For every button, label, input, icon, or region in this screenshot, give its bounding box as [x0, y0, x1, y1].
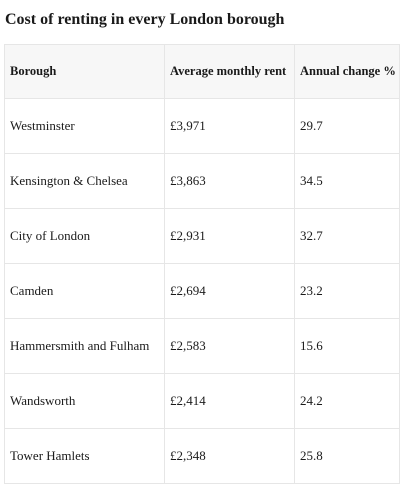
table-row: Hammersmith and Fulham £2,583 15.6: [4, 318, 400, 374]
column-header-average-monthly-rent: Average monthly rent: [164, 44, 295, 99]
page-title: Cost of renting in every London borough: [5, 11, 285, 28]
borough-cell: Tower Hamlets: [4, 428, 165, 484]
table-row: Camden £2,694 23.2: [4, 263, 400, 319]
borough-cell: Camden: [4, 263, 165, 319]
rent-cell: £3,971: [164, 98, 295, 154]
change-cell: 24.2: [294, 373, 400, 429]
table-row: Wandsworth £2,414 24.2: [4, 373, 400, 429]
change-cell: 15.6: [294, 318, 400, 374]
rent-cell: £2,583: [164, 318, 295, 374]
borough-cell: Kensington & Chelsea: [4, 153, 165, 209]
rent-table: Borough Average monthly rent Annual chan…: [4, 44, 400, 484]
rent-cell: £2,414: [164, 373, 295, 429]
change-cell: 29.7: [294, 98, 400, 154]
borough-cell: Hammersmith and Fulham: [4, 318, 165, 374]
borough-cell: Westminster: [4, 98, 165, 154]
column-header-borough: Borough: [4, 44, 165, 99]
change-cell: 34.5: [294, 153, 400, 209]
rent-cell: £2,348: [164, 428, 295, 484]
borough-cell: Wandsworth: [4, 373, 165, 429]
change-cell: 32.7: [294, 208, 400, 264]
change-cell: 25.8: [294, 428, 400, 484]
rent-cell: £2,931: [164, 208, 295, 264]
table-header-row: Borough Average monthly rent Annual chan…: [4, 44, 400, 99]
rent-cell: £3,863: [164, 153, 295, 209]
table-row: Tower Hamlets £2,348 25.8: [4, 428, 400, 484]
table-row: Westminster £3,971 29.7: [4, 98, 400, 154]
rent-cell: £2,694: [164, 263, 295, 319]
table-row: City of London £2,931 32.7: [4, 208, 400, 264]
table-row: Kensington & Chelsea £3,863 34.5: [4, 153, 400, 209]
change-cell: 23.2: [294, 263, 400, 319]
column-header-annual-change: Annual change %: [294, 44, 400, 99]
borough-cell: City of London: [4, 208, 165, 264]
